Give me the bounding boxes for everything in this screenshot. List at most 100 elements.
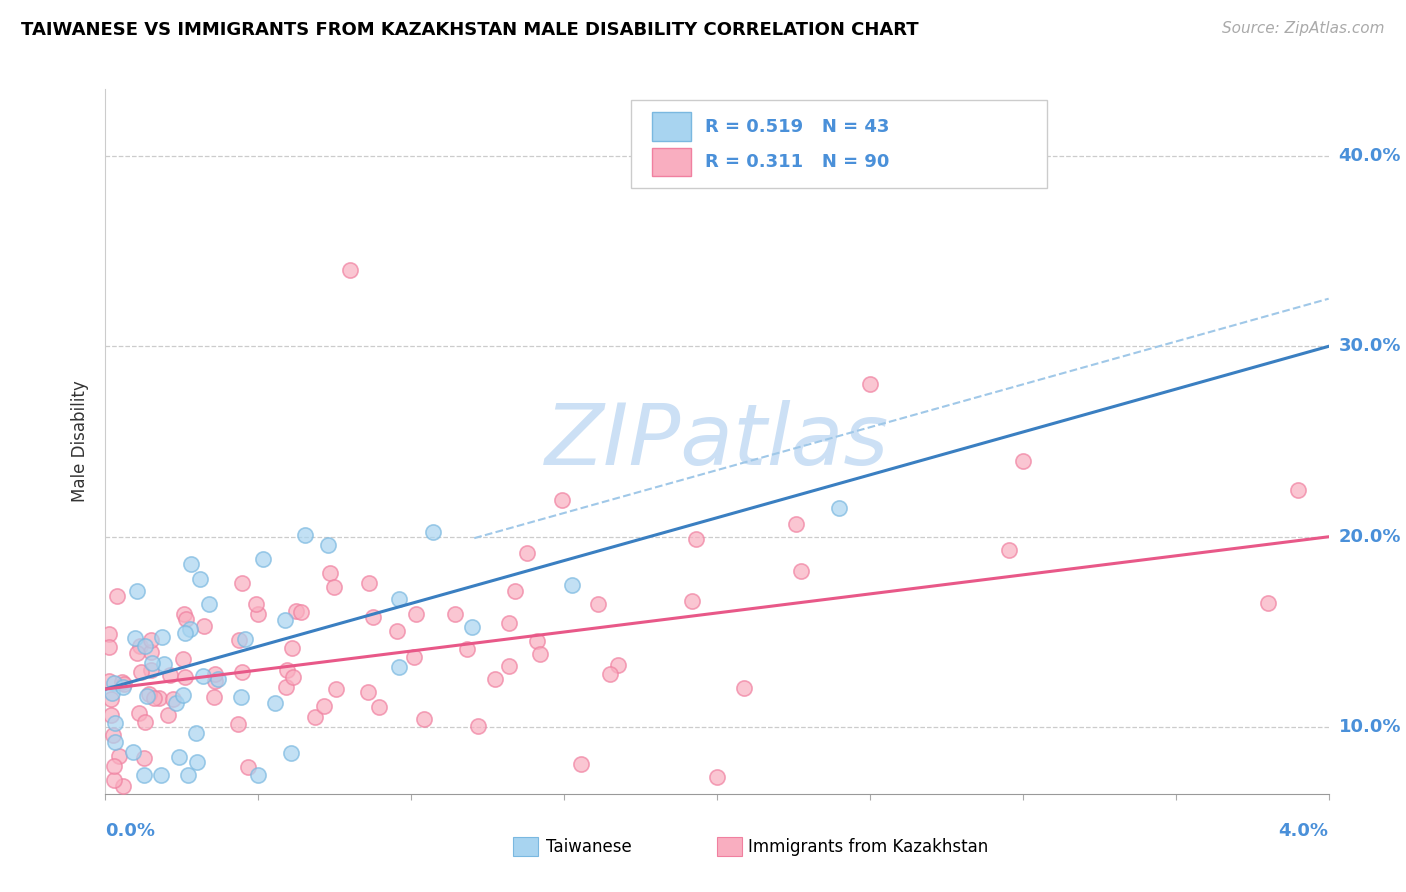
Point: [111, 779, 134, 793]
Point: [111, 680, 134, 694]
Point: [202, 690, 225, 705]
Point: [103, 676, 125, 690]
Point: [304, 710, 326, 724]
Point: [134, 639, 156, 653]
Point: [252, 552, 274, 566]
Point: [150, 768, 173, 782]
Point: [129, 640, 152, 654]
Point: [198, 598, 221, 612]
Point: [167, 750, 190, 764]
Point: [101, 728, 124, 742]
Point: [484, 672, 506, 686]
Point: [188, 572, 211, 586]
Point: [413, 712, 436, 726]
Point: [173, 626, 195, 640]
Point: [159, 668, 181, 682]
Text: Taiwanese: Taiwanese: [546, 838, 631, 855]
Point: [294, 528, 316, 542]
Point: [247, 768, 270, 782]
Point: [467, 719, 489, 733]
Point: [100, 708, 122, 723]
Point: [1286, 483, 1309, 498]
Point: [103, 758, 125, 772]
Point: [138, 687, 160, 701]
Point: [97, 674, 120, 689]
Point: [404, 650, 426, 665]
Point: [172, 688, 194, 702]
Point: [276, 663, 298, 677]
Point: [405, 607, 427, 621]
Text: Immigrants from Kazakhstan: Immigrants from Kazakhstan: [748, 838, 988, 855]
Point: [129, 665, 152, 680]
Point: [859, 377, 882, 392]
Point: [339, 263, 361, 277]
Point: [444, 607, 467, 621]
Point: [461, 620, 484, 634]
Point: [105, 589, 128, 603]
Point: [204, 674, 226, 689]
Point: [110, 675, 132, 690]
Point: [204, 667, 226, 681]
Point: [179, 557, 201, 571]
Point: [100, 686, 122, 700]
Point: [681, 594, 703, 608]
Point: [122, 745, 145, 759]
Point: [312, 698, 335, 713]
Point: [148, 691, 170, 706]
Point: [103, 772, 125, 787]
Point: [134, 715, 156, 730]
Point: [127, 584, 149, 599]
FancyBboxPatch shape: [631, 100, 1047, 188]
Point: [141, 656, 163, 670]
Bar: [652, 112, 692, 141]
Point: [134, 751, 156, 765]
Y-axis label: Male Disability: Male Disability: [72, 381, 90, 502]
Point: [152, 630, 174, 644]
Point: [176, 612, 198, 626]
Point: [156, 707, 179, 722]
Point: [318, 566, 340, 580]
Point: [139, 663, 162, 677]
Point: [264, 696, 287, 710]
Point: [828, 501, 851, 516]
Point: [125, 646, 148, 660]
Point: [184, 726, 207, 740]
Point: [274, 680, 297, 694]
Point: [108, 749, 131, 764]
Text: R = 0.519   N = 43: R = 0.519 N = 43: [704, 118, 889, 136]
Point: [280, 641, 302, 656]
Point: [456, 642, 478, 657]
Point: [606, 657, 628, 672]
Text: 40.0%: 40.0%: [1339, 147, 1400, 165]
Point: [179, 622, 201, 636]
Point: [361, 610, 384, 624]
Bar: [652, 148, 692, 176]
Point: [153, 657, 176, 671]
Point: [422, 524, 444, 539]
Point: [516, 546, 538, 560]
Text: 4.0%: 4.0%: [1278, 822, 1329, 840]
Point: [173, 607, 195, 622]
Point: [561, 578, 583, 592]
Point: [143, 691, 166, 706]
Point: [165, 697, 187, 711]
Point: [498, 658, 520, 673]
Text: TAIWANESE VS IMMIGRANTS FROM KAZAKHSTAN MALE DISABILITY CORRELATION CHART: TAIWANESE VS IMMIGRANTS FROM KAZAKHSTAN …: [21, 21, 918, 38]
Point: [280, 747, 302, 761]
Point: [139, 645, 162, 659]
Point: [124, 631, 146, 645]
Point: [229, 690, 252, 704]
Text: 30.0%: 30.0%: [1339, 337, 1400, 355]
Point: [231, 575, 253, 590]
Point: [733, 681, 755, 695]
Point: [100, 691, 122, 706]
Point: [128, 706, 150, 720]
Point: [325, 681, 347, 696]
Point: [162, 692, 184, 706]
Point: [1011, 453, 1033, 467]
Point: [357, 575, 380, 590]
Point: [236, 759, 259, 773]
Point: [193, 619, 215, 633]
Point: [387, 624, 409, 638]
Point: [551, 493, 574, 508]
